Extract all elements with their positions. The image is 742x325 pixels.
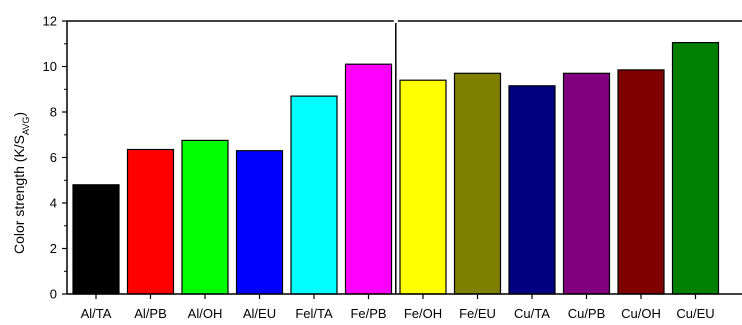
- bar-cu-eu: [671, 41, 720, 295]
- y-tick-label-6: 6: [50, 150, 57, 165]
- bar-fe-eu: [453, 72, 502, 295]
- bar-cu-ta: [508, 85, 556, 295]
- bar-al-eu: [235, 150, 284, 295]
- x-tick-label-cu-oh: Cu/OH: [621, 306, 661, 321]
- bar-fel-ta: [290, 95, 338, 295]
- x-tick-label-al-pb: Al/PB: [134, 306, 167, 321]
- x-tick-label-al-oh: Al/OH: [188, 306, 223, 321]
- y-axis-title: Color strength (K/SAVG): [11, 112, 31, 254]
- bar-fe-oh: [399, 79, 447, 295]
- bar-al-ta: [72, 184, 120, 295]
- bar-al-pb: [126, 148, 175, 295]
- axes-group: [62, 19, 742, 299]
- top-frame-gap: [393, 19, 398, 23]
- y-tick-label-0: 0: [50, 287, 57, 302]
- x-tick-label-cu-pb: Cu/PB: [568, 306, 606, 321]
- y-tick-label-4: 4: [50, 196, 57, 211]
- bars-group: [72, 41, 720, 295]
- bar-fe-pb: [344, 63, 393, 295]
- y-axis-title-main: Color strength (K/S: [11, 135, 27, 254]
- x-tick-label-al-ta: Al/TA: [81, 306, 112, 321]
- x-tick-label-fe-eu: Fe/EU: [459, 306, 496, 321]
- y-axis-title-subscript: AVG: [21, 117, 31, 135]
- bar-al-oh: [181, 139, 229, 295]
- x-tick-label-cu-ta: Cu/TA: [514, 306, 550, 321]
- x-tick-label-cu-eu: Cu/EU: [676, 306, 714, 321]
- y-tick-label-10: 10: [43, 59, 57, 74]
- y-tick-label-2: 2: [50, 241, 57, 256]
- bar-cu-pb: [562, 72, 611, 295]
- y-axis-title-close: ): [11, 112, 27, 117]
- x-tick-label-fe-oh: Fe/OH: [404, 306, 442, 321]
- labels-group: Al/TA Al/PB Al/OH Al/EU Fel/TA Fe/PB Fe/OH Fe/E…: [43, 14, 715, 322]
- x-tick-label-al-eu: Al/EU: [243, 306, 276, 321]
- y-tick-label-8: 8: [50, 105, 57, 120]
- x-tick-label-fel-ta: Fel/TA: [295, 306, 333, 321]
- x-tick-label-fe-pb: Fe/PB: [350, 306, 386, 321]
- bar-cu-oh: [617, 69, 665, 295]
- y-tick-label-12: 12: [43, 14, 57, 29]
